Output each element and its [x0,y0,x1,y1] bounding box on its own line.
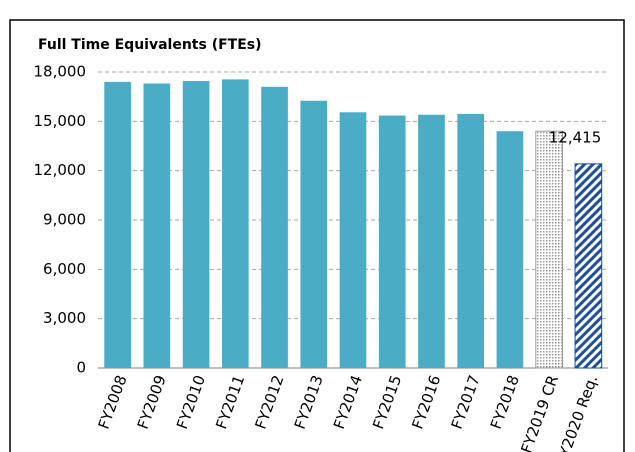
x-tick-label: FY2017 [448,373,484,432]
bar [182,81,210,369]
bar [339,112,367,369]
frame [9,19,625,452]
y-tick-label: 3,000 [43,309,86,327]
y-tick-label: 6,000 [43,260,86,278]
bar [535,130,563,369]
y-tick-label: 0 [76,359,86,377]
bar [457,113,485,368]
y-tick-label: 9,000 [43,211,86,229]
x-tick-label: FY2013 [291,373,327,432]
y-tick-label: 18,000 [34,63,87,81]
x-tick-label: FY2009 [134,373,170,432]
bar [261,86,288,369]
bar [143,83,171,368]
x-tick-label: FY2019 CR [517,373,562,452]
bar [221,79,249,369]
bar [496,131,524,368]
bar [378,115,406,368]
x-tick-label: FY2011 [212,373,248,432]
x-tick-label: FY2010 [173,373,209,432]
x-tick-label: FY2014 [330,373,366,432]
x-tick-label: FY2018 [487,373,523,432]
bar [574,163,603,369]
x-tick-label: FY2015 [369,373,405,432]
y-tick-label: 12,000 [34,161,87,179]
x-tick-label: FY2016 [408,373,444,432]
bar [418,114,445,368]
bar [300,100,328,369]
x-tick-label: FY2008 [95,373,131,432]
chart-subtitle: Full Time Equivalents (FTEs) [38,37,262,53]
y-tick-label: 15,000 [34,112,87,130]
x-tick-label: FY2012 [251,373,287,432]
bar [104,81,131,368]
value-label: 12,415 [549,128,602,146]
